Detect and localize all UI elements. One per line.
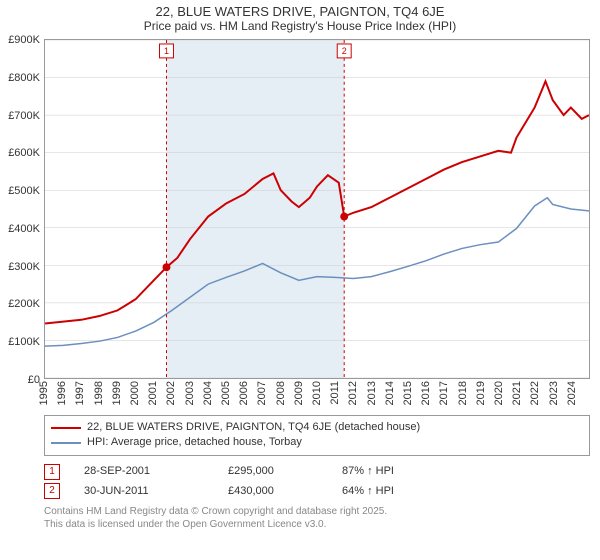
x-tick-label: 2019 xyxy=(475,381,487,405)
y-axis-labels: £0£100K£200K£300K£400K£500K£600K£700K£80… xyxy=(0,40,42,380)
marker-badge: 1 xyxy=(44,464,60,480)
chart-subtitle: Price paid vs. HM Land Registry's House … xyxy=(0,19,600,39)
marker-badge: 2 xyxy=(44,483,60,499)
x-tick-label: 2002 xyxy=(165,381,177,405)
footnote-line-2: This data is licensed under the Open Gov… xyxy=(44,518,590,531)
x-tick-label: 2009 xyxy=(293,381,305,405)
x-tick-label: 2011 xyxy=(329,381,341,405)
x-tick-label: 2008 xyxy=(275,381,287,405)
y-tick-label: £300K xyxy=(8,261,40,273)
marker-row: 1 28-SEP-2001 £295,000 87% ↑ HPI xyxy=(44,462,590,482)
marker-hpi: 64% ↑ HPI xyxy=(342,482,442,502)
legend-label: HPI: Average price, detached house, Torb… xyxy=(87,435,302,450)
marker-row: 2 30-JUN-2011 £430,000 64% ↑ HPI xyxy=(44,482,590,502)
x-tick-label: 2004 xyxy=(202,381,214,405)
x-tick-label: 2005 xyxy=(220,381,232,405)
x-tick-label: 1995 xyxy=(38,381,50,405)
x-tick-label: 2017 xyxy=(438,381,450,405)
chart-svg: 12 xyxy=(45,40,589,378)
y-tick-label: £600K xyxy=(8,147,40,159)
x-tick-label: 1998 xyxy=(93,381,105,405)
y-tick-label: £800K xyxy=(8,72,40,84)
x-tick-label: 2003 xyxy=(184,381,196,405)
y-tick-label: £700K xyxy=(8,110,40,122)
legend-item: 22, BLUE WATERS DRIVE, PAIGNTON, TQ4 6JE… xyxy=(51,420,583,435)
chart-title: 22, BLUE WATERS DRIVE, PAIGNTON, TQ4 6JE xyxy=(0,0,600,19)
marker-date: 28-SEP-2001 xyxy=(84,462,204,482)
x-tick-label: 2007 xyxy=(256,381,268,405)
marker-price: £295,000 xyxy=(228,462,318,482)
x-tick-label: 2006 xyxy=(238,381,250,405)
legend-swatch xyxy=(51,427,81,429)
x-tick-label: 2014 xyxy=(384,381,396,405)
legend: 22, BLUE WATERS DRIVE, PAIGNTON, TQ4 6JE… xyxy=(44,415,590,456)
y-tick-label: £500K xyxy=(8,185,40,197)
footnote: Contains HM Land Registry data © Crown c… xyxy=(44,505,590,531)
x-tick-label: 2021 xyxy=(511,381,523,405)
svg-text:2: 2 xyxy=(342,46,347,56)
y-tick-label: £400K xyxy=(8,223,40,235)
x-tick-label: 2001 xyxy=(147,381,159,405)
x-tick-label: 1999 xyxy=(111,381,123,405)
legend-item: HPI: Average price, detached house, Torb… xyxy=(51,435,583,450)
chart-plot-area: 12 xyxy=(44,39,590,379)
x-tick-label: 2010 xyxy=(311,381,323,405)
marker-price: £430,000 xyxy=(228,482,318,502)
x-tick-label: 2020 xyxy=(493,381,505,405)
x-tick-label: 2024 xyxy=(566,381,578,405)
y-tick-label: £900K xyxy=(8,34,40,46)
x-tick-label: 2023 xyxy=(548,381,560,405)
marker-date: 30-JUN-2011 xyxy=(84,482,204,502)
marker-hpi: 87% ↑ HPI xyxy=(342,462,442,482)
x-tick-label: 2016 xyxy=(420,381,432,405)
y-tick-label: £100K xyxy=(8,336,40,348)
x-tick-label: 1997 xyxy=(74,381,86,405)
x-tick-label: 2018 xyxy=(457,381,469,405)
x-tick-label: 1996 xyxy=(56,381,68,405)
legend-swatch xyxy=(51,442,81,444)
x-tick-label: 2000 xyxy=(129,381,141,405)
marker-table: 1 28-SEP-2001 £295,000 87% ↑ HPI 2 30-JUN-201… xyxy=(44,462,590,502)
x-tick-label: 2015 xyxy=(402,381,414,405)
y-tick-label: £200K xyxy=(8,298,40,310)
footnote-line-1: Contains HM Land Registry data © Crown c… xyxy=(44,505,590,518)
x-tick-label: 2012 xyxy=(347,381,359,405)
x-tick-label: 2013 xyxy=(366,381,378,405)
x-axis-labels: 1995199619971998199920002001200220032004… xyxy=(44,379,590,411)
x-tick-label: 2022 xyxy=(529,381,541,405)
legend-label: 22, BLUE WATERS DRIVE, PAIGNTON, TQ4 6JE… xyxy=(87,420,420,435)
svg-text:1: 1 xyxy=(164,46,169,56)
